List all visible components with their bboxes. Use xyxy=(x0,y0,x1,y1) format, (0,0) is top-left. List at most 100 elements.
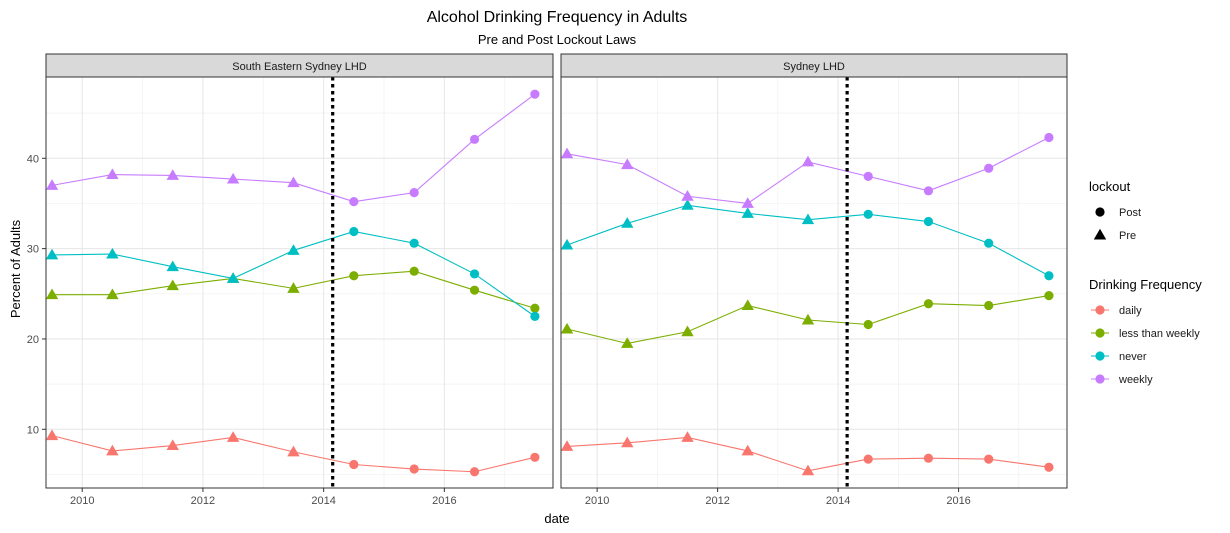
data-point xyxy=(287,176,300,188)
panel-border xyxy=(560,76,1068,489)
data-point xyxy=(287,282,300,293)
data-point xyxy=(287,244,300,255)
data-point xyxy=(741,207,754,218)
legend-title-lockout: lockout xyxy=(1089,179,1131,194)
data-point xyxy=(530,89,540,99)
y-tick-label: 40 xyxy=(27,153,39,165)
series-less-than-weekly xyxy=(45,266,540,313)
data-point xyxy=(45,179,59,190)
data-point xyxy=(45,248,59,260)
data-point xyxy=(166,260,179,272)
data-point xyxy=(801,155,815,167)
series-less-than-weekly xyxy=(560,290,1054,348)
y-tick-label: 20 xyxy=(27,334,39,346)
x-tick-label: 2014 xyxy=(826,495,850,507)
series-daily xyxy=(45,429,540,477)
plot-area xyxy=(46,77,553,488)
data-point xyxy=(923,216,934,227)
data-point xyxy=(863,171,873,181)
data-point xyxy=(226,172,240,184)
data-point xyxy=(530,303,540,313)
data-point xyxy=(801,313,815,325)
data-point xyxy=(106,168,119,180)
data-point xyxy=(166,439,179,451)
data-point xyxy=(409,238,419,248)
legend-title-frequency: Drinking Frequency xyxy=(1089,277,1202,292)
data-point xyxy=(984,163,994,173)
legend: lockout Post Pre Drinking Frequency daily les… xyxy=(1089,179,1202,386)
legend-label-less-than-weekly: less than weekly xyxy=(1119,328,1200,340)
x-tick-label: 2012 xyxy=(191,495,215,507)
data-point xyxy=(530,311,540,321)
data-point xyxy=(681,325,694,337)
data-point xyxy=(863,454,873,464)
data-point xyxy=(45,429,59,441)
chart-subtitle: Pre and Post Lockout Laws xyxy=(478,32,637,47)
data-point xyxy=(681,199,694,210)
data-point xyxy=(801,213,815,225)
y-tick-label: 10 xyxy=(27,424,39,436)
data-point xyxy=(923,453,934,463)
plot-area xyxy=(561,77,1067,488)
data-point xyxy=(621,158,634,170)
data-point xyxy=(801,464,815,476)
data-point xyxy=(681,431,694,442)
data-point xyxy=(287,445,300,457)
data-point xyxy=(469,134,480,144)
data-point xyxy=(409,464,419,474)
data-point xyxy=(621,436,634,448)
data-point xyxy=(106,247,119,259)
data-point xyxy=(1044,132,1054,143)
data-point xyxy=(741,197,754,208)
data-point xyxy=(560,147,574,159)
series-weekly xyxy=(45,89,540,207)
data-point xyxy=(984,238,994,248)
x-axis-label: date xyxy=(544,511,569,526)
legend-key-pre xyxy=(1093,228,1107,240)
data-point xyxy=(530,452,540,462)
legend-label-weekly: weekly xyxy=(1118,374,1153,386)
x-tick-label: 2016 xyxy=(432,495,456,507)
series-daily xyxy=(560,431,1054,476)
data-point xyxy=(349,197,359,207)
legend-key-never xyxy=(1095,351,1105,361)
data-point xyxy=(45,288,59,300)
x-tick-label: 2010 xyxy=(585,495,609,507)
data-point xyxy=(469,269,480,279)
data-point xyxy=(409,266,419,276)
legend-key-weekly xyxy=(1095,374,1105,384)
series-weekly xyxy=(560,132,1054,208)
data-point xyxy=(166,169,179,180)
facet-strip-label: South Eastern Sydney LHD xyxy=(232,61,367,73)
data-point xyxy=(1044,290,1054,301)
data-point xyxy=(106,288,119,300)
series-never xyxy=(560,199,1054,281)
legend-label-post: Post xyxy=(1119,207,1141,219)
x-tick-label: 2010 xyxy=(70,495,94,507)
legend-label-pre: Pre xyxy=(1119,230,1136,242)
data-point xyxy=(1044,271,1054,281)
y-tick-label: 30 xyxy=(27,244,39,256)
data-point xyxy=(984,454,994,464)
legend-key-post xyxy=(1095,207,1105,217)
x-tick-label: 2014 xyxy=(311,495,335,507)
data-point xyxy=(560,440,574,451)
legend-key-less-than-weekly xyxy=(1095,328,1105,338)
panel-sydney-lhd: Sydney LHD 2010 2012 2014 2016 xyxy=(560,53,1068,507)
data-point xyxy=(349,271,359,281)
data-point xyxy=(469,285,480,295)
data-point xyxy=(349,459,359,470)
data-point xyxy=(349,226,359,237)
data-point xyxy=(560,238,574,250)
legend-label-daily: daily xyxy=(1119,305,1142,317)
panel-border xyxy=(45,76,554,489)
data-point xyxy=(1044,462,1054,472)
x-tick-label: 2012 xyxy=(705,495,729,507)
data-point xyxy=(226,272,240,283)
data-point xyxy=(681,190,694,201)
chart-title: Alcohol Drinking Frequency in Adults xyxy=(427,9,688,26)
data-point xyxy=(923,299,934,309)
gridlines xyxy=(561,77,1067,488)
